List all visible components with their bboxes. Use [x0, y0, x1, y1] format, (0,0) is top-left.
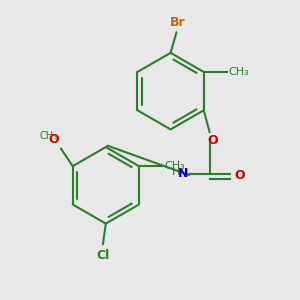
- Text: N: N: [178, 167, 188, 180]
- Text: O: O: [207, 134, 218, 147]
- Text: H: H: [172, 167, 180, 177]
- Text: CH₃: CH₃: [229, 67, 250, 77]
- Text: Cl: Cl: [96, 249, 110, 262]
- Text: O: O: [235, 169, 245, 182]
- Text: CH₃: CH₃: [40, 131, 58, 141]
- Text: Br: Br: [170, 16, 186, 29]
- Text: O: O: [49, 133, 59, 146]
- Text: CH₃: CH₃: [164, 161, 185, 171]
